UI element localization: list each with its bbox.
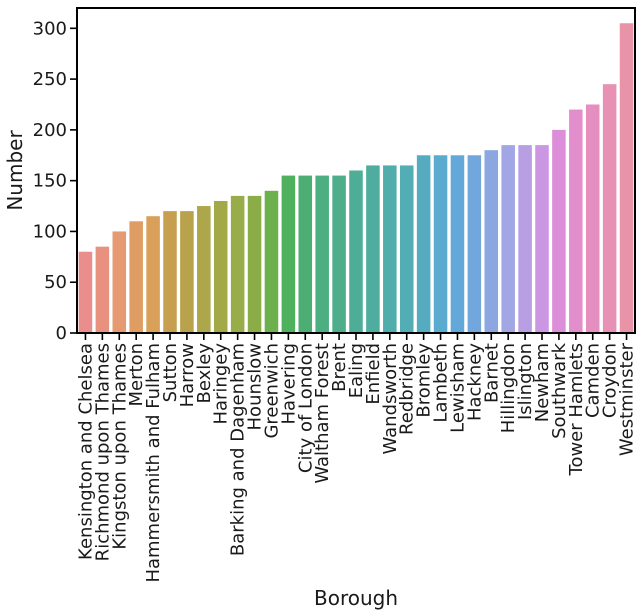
bar (146, 216, 160, 333)
bar (129, 221, 143, 333)
bar (501, 145, 515, 333)
y-tick-label: 200 (33, 120, 67, 141)
x-tick-label: Harrow (177, 343, 198, 407)
x-tick-label: Redbridge (397, 343, 418, 435)
y-tick-label: 300 (33, 18, 67, 39)
bar (95, 246, 110, 333)
bar (213, 200, 228, 333)
x-tick-label: Lewisham (447, 343, 468, 433)
bar (535, 145, 549, 333)
plot-frame (76, 7, 636, 334)
bar (552, 129, 566, 333)
x-tick-label: Haringey (211, 343, 232, 425)
x-tick-label: City of London (295, 343, 316, 473)
bar (366, 165, 380, 333)
y-axis-title: Number (3, 130, 27, 211)
x-tick-label: Sutton (160, 343, 181, 402)
bar (585, 104, 600, 333)
x-tick-label: Waltham Forest (312, 343, 333, 484)
x-tick-label: Merton (126, 343, 147, 406)
x-tick-label: Newham (532, 343, 553, 422)
bar (383, 165, 397, 333)
bars-layer (78, 23, 634, 333)
x-tick-label: Bexley (194, 343, 215, 404)
bar (569, 109, 583, 333)
x-tick-label: Hounslow (245, 343, 266, 430)
x-tick-label: Barnet (481, 343, 502, 403)
y-tick-label: 0 (56, 323, 67, 344)
bar (416, 155, 431, 333)
bar (112, 231, 127, 333)
y-tick-label: 250 (33, 69, 67, 90)
x-tick-label: Lambeth (431, 343, 452, 423)
bar (163, 211, 177, 333)
x-tick-label: Havering (278, 343, 299, 425)
bar (602, 84, 617, 333)
y-tick-label: 150 (33, 171, 67, 192)
x-tick-label: Southwark (549, 342, 570, 438)
bar (230, 195, 245, 333)
x-tick-label: Westminster (617, 342, 638, 456)
bar (399, 165, 414, 333)
bar (484, 150, 499, 333)
x-axis-title: Borough (314, 586, 398, 610)
bar (298, 175, 313, 333)
y-tick-label: 50 (44, 272, 67, 293)
bar (247, 195, 262, 333)
x-tick-label: Enfield (363, 343, 384, 405)
x-tick-label: Kingston upon Thames (109, 343, 130, 550)
x-tick-label: Hackney (464, 343, 485, 421)
x-tick-label: Barking and Dagenham (228, 343, 249, 556)
x-tick-label: Ealing (346, 343, 367, 398)
bar (180, 211, 194, 333)
y-tick-label: 100 (33, 221, 67, 242)
bar (281, 175, 296, 333)
bar (450, 155, 465, 333)
x-tick-label: Croydon (600, 343, 621, 418)
bar (433, 155, 448, 333)
x-tick-label: Kensington and Chelsea (75, 343, 96, 560)
x-tick-label: Bromley (414, 343, 435, 418)
bar (467, 155, 482, 333)
bar (619, 23, 634, 333)
x-tick-label: Brent (329, 343, 350, 392)
y-axis: 0 50 100 150 200 250 300 (33, 18, 77, 344)
bar (264, 190, 279, 333)
x-tick-label: Camden (583, 343, 604, 418)
x-tick-label: Wandsworth (380, 343, 401, 455)
x-tick-label: Tower Hamlets (566, 343, 587, 476)
x-tick-label: Greenwich (261, 343, 282, 439)
x-tick-label: Richmond upon Thames (92, 343, 113, 561)
x-tick-label: Hammersmith and Fulham (143, 343, 164, 583)
x-tick-label: Hillingdon (498, 343, 519, 433)
bar (518, 145, 532, 333)
bar (197, 206, 211, 333)
bar (315, 175, 329, 333)
x-tick-label: Islington (515, 343, 536, 420)
bar (349, 170, 363, 333)
bar (332, 175, 346, 333)
bar (78, 251, 93, 333)
